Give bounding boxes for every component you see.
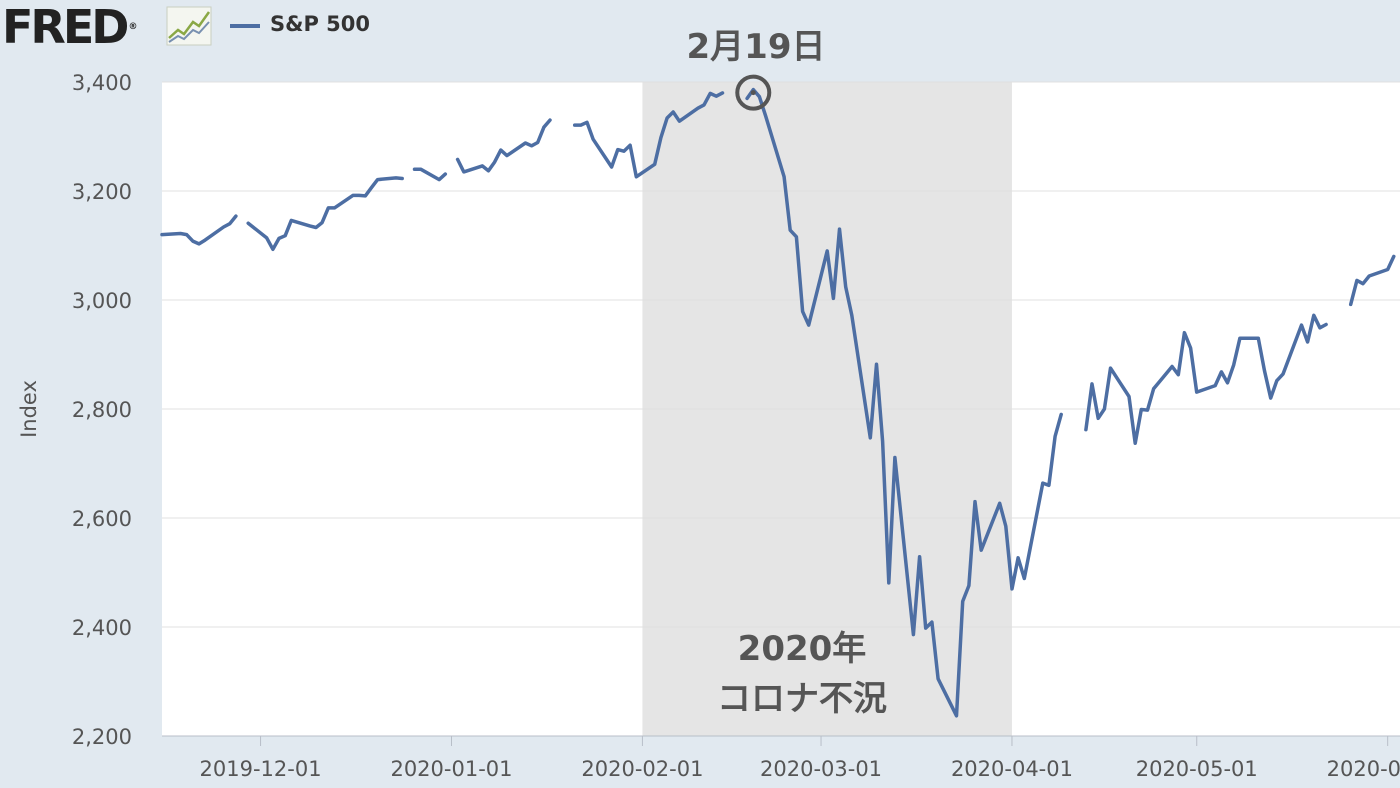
- y-tick-label: 3,200: [72, 180, 132, 204]
- logo-text: FRED: [2, 0, 129, 54]
- x-tick-label: 2020-05-01: [1136, 757, 1258, 781]
- series-line-sp500: [745, 87, 1063, 718]
- series-line-sp500: [1084, 313, 1328, 446]
- fred-logo[interactable]: FRED ®: [2, 2, 137, 52]
- y-tick-label: 2,600: [72, 507, 132, 531]
- legend-swatch-sp500: [230, 24, 260, 28]
- y-tick-label: 2,400: [72, 616, 132, 640]
- series-line-sp500: [246, 176, 404, 252]
- peak-marker-circle: [735, 74, 772, 111]
- peak-marker-dot: [750, 90, 756, 96]
- annotation-covid-recession: コロナ不況: [717, 679, 887, 719]
- x-tick-label: 2019-12-01: [200, 757, 322, 781]
- x-tick-label: 2020-01-01: [390, 757, 512, 781]
- annotation-covid-year: 2020年: [738, 629, 867, 669]
- series-line-sp500: [1348, 254, 1396, 307]
- logo-registered-mark: ®: [128, 22, 138, 32]
- graph-icon: [166, 6, 212, 46]
- y-tick-label: 3,000: [72, 289, 132, 313]
- y-tick-label: 3,400: [72, 71, 132, 95]
- y-tick-label: 2,800: [72, 398, 132, 422]
- chart-header: FRED ® S&P 500: [0, 0, 1400, 60]
- series-line-sp500: [412, 167, 448, 182]
- series-line-sp500: [572, 91, 725, 179]
- legend-label-sp500: S&P 500: [270, 12, 370, 36]
- x-tick-label: 2020-06-01: [1327, 757, 1400, 781]
- annotation-peak-date: 2月19日: [687, 27, 826, 67]
- series-line-sp500: [455, 118, 552, 174]
- y-axis-label: Index: [17, 380, 41, 438]
- x-tick-label: 2020-03-01: [760, 757, 882, 781]
- x-tick-label: 2020-04-01: [951, 757, 1073, 781]
- series-line-sp500: [160, 214, 238, 246]
- y-tick-label: 2,200: [72, 725, 132, 749]
- x-tick-label: 2020-02-01: [581, 757, 703, 781]
